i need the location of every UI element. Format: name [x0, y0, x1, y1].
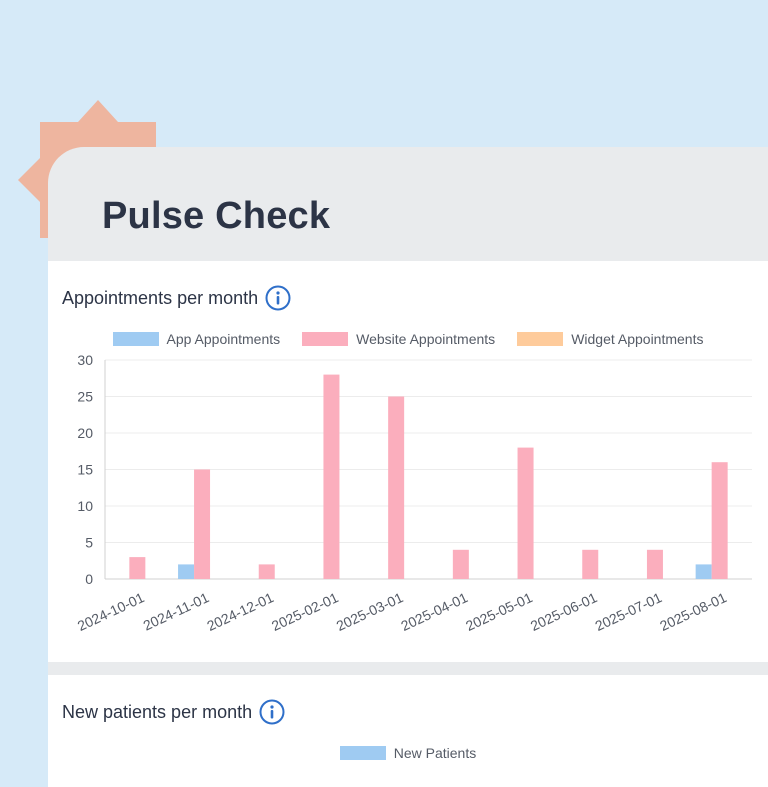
- pulse-check-panel: Pulse Check Appointments per month App A…: [48, 147, 768, 787]
- bar-app-appointments: [178, 564, 195, 579]
- legend-label: Widget Appointments: [571, 331, 704, 347]
- bar-website-appointments: [388, 396, 405, 579]
- bar-website-appointments: [452, 549, 469, 579]
- x-tick-label: 2025-03-01: [334, 589, 406, 634]
- x-tick-label: 2025-02-01: [269, 589, 341, 634]
- legend-swatch: [112, 332, 159, 346]
- x-tick-label: 2024-10-01: [75, 589, 147, 634]
- legend-item-app-appointments[interactable]: App Appointments: [112, 331, 281, 347]
- y-tick-label: 15: [77, 462, 93, 478]
- legend-item-new-patients[interactable]: New Patients: [339, 745, 477, 761]
- bar-website-appointments: [517, 447, 534, 579]
- legend-label: Website Appointments: [356, 331, 496, 347]
- y-tick-label: 5: [85, 535, 93, 551]
- appointments-title: Appointments per month: [62, 287, 259, 308]
- new-patients-title-row: New patients per month: [62, 699, 285, 725]
- appointments-chart: 0 5 10 15 20 25 30 2024-10-012024-11-012024-12-…: [75, 352, 752, 634]
- x-tick-label: 2025-08-01: [657, 589, 729, 634]
- x-tick-label: 2025-06-01: [528, 589, 600, 634]
- x-tick-label: 2024-12-01: [204, 589, 276, 634]
- x-tick-label: 2025-05-01: [463, 589, 535, 634]
- y-tick-label: 20: [77, 425, 93, 441]
- appointments-card: Appointments per month App Appointments W…: [48, 261, 768, 662]
- bar-website-appointments: [194, 469, 211, 579]
- bar-app-appointments: [695, 564, 712, 579]
- bar-website-appointments: [258, 564, 275, 579]
- legend-swatch: [339, 746, 386, 760]
- legend-item-website-appointments[interactable]: Website Appointments: [302, 331, 495, 347]
- bar-website-appointments: [711, 462, 728, 579]
- appointments-title-row: Appointments per month: [62, 285, 291, 311]
- y-tick-label: 10: [77, 498, 93, 514]
- bar-website-appointments: [129, 557, 146, 579]
- panel-header: Pulse Check: [48, 147, 768, 261]
- info-icon[interactable]: [265, 285, 291, 311]
- x-tick-label: 2024-11-01: [141, 589, 212, 633]
- x-tick-label: 2025-07-01: [593, 589, 665, 634]
- bar-website-appointments: [646, 549, 663, 579]
- x-tick-label: 2025-04-01: [398, 589, 470, 634]
- appointments-legend: App Appointments Website Appointments Widg…: [48, 331, 768, 347]
- bar-website-appointments: [323, 374, 340, 579]
- y-tick-label: 30: [77, 352, 93, 368]
- page-title: Pulse Check: [102, 195, 331, 237]
- new-patients-legend: New Patients: [48, 745, 768, 761]
- legend-swatch: [302, 332, 349, 346]
- bar-website-appointments: [582, 549, 599, 579]
- legend-swatch: [517, 332, 564, 346]
- legend-label: New Patients: [393, 745, 477, 761]
- legend-item-widget-appointments[interactable]: Widget Appointments: [517, 331, 703, 347]
- new-patients-card: New patients per month New Patients: [48, 675, 768, 787]
- new-patients-title: New patients per month: [62, 701, 253, 722]
- y-tick-label: 25: [77, 389, 93, 405]
- legend-label: App Appointments: [166, 331, 281, 347]
- info-icon[interactable]: [259, 699, 285, 725]
- y-tick-label: 0: [85, 571, 93, 587]
